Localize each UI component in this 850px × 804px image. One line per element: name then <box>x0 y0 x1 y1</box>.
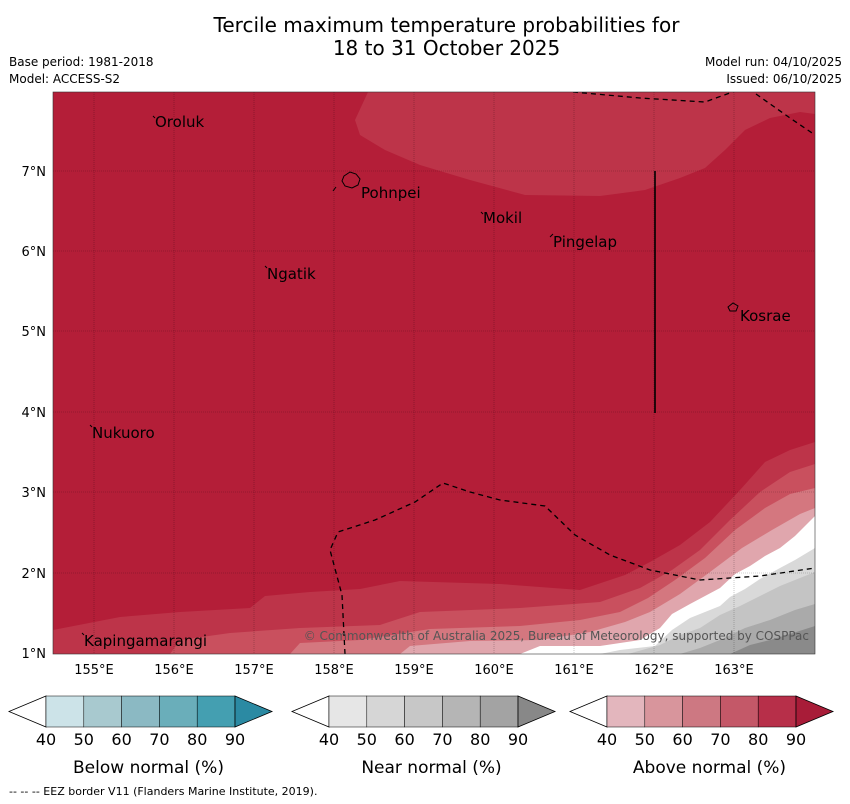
colorbar-above-bin <box>757 695 797 728</box>
colorbar-above-max-arrow <box>795 695 835 728</box>
meta-right: Model run: 04/10/2025 Issued: 06/10/2025 <box>705 54 842 88</box>
colorbar-near-bin <box>442 695 481 728</box>
model-run: Model run: 04/10/2025 <box>704 55 842 69</box>
island-ant <box>332 186 337 192</box>
title-line-1: Tercile maximum temperature probabilitie… <box>213 13 680 37</box>
colorbar-near-tick: 60 <box>394 730 414 749</box>
place-pingelap: Pingelap <box>553 233 617 251</box>
colorbar-above-tick: 40 <box>597 730 617 749</box>
colorbar-near-min-arrow <box>290 695 330 728</box>
colorbar-near-tick: 40 <box>319 730 339 749</box>
colorbar-near: 40 50 60 70 80 90 Near normal (%) <box>290 695 557 778</box>
y-tick: 2°N <box>22 567 47 582</box>
colorbar-above-tick: 70 <box>710 730 730 749</box>
colorbar-below-tick: 80 <box>187 730 207 749</box>
base-period: Base period: 1981-2018 <box>9 55 154 69</box>
y-tick: 1°N <box>22 647 47 662</box>
y-tick: 7°N <box>22 165 47 180</box>
colorbar-below-bin <box>83 695 122 728</box>
colorbar-below-bin <box>45 695 85 728</box>
eez-border <box>329 92 815 654</box>
colorbar-below-title: Below normal (%) <box>73 758 224 778</box>
y-axis-labels: 7°N 6°N 5°N 4°N 3°N 2°N 1°N <box>22 165 47 662</box>
colorbar-above-bin <box>682 695 721 728</box>
colorbar-near-bin <box>366 695 405 728</box>
copyright-text: © Commonwealth of Australia 2025, Bureau… <box>304 629 809 643</box>
colorbar-near-max-arrow <box>517 695 557 728</box>
grid-lines <box>53 92 815 654</box>
colorbar-near-tick: 50 <box>357 730 377 749</box>
colorbar-near-title: Near normal (%) <box>361 758 501 778</box>
colorbar-near-bin <box>328 695 368 728</box>
title-line-2: 18 to 31 October 2025 <box>332 36 561 60</box>
colorbar-above-bin <box>720 695 759 728</box>
colorbar-near-tick: 90 <box>508 730 528 749</box>
place-kapingamarangi: Kapingamarangi <box>84 632 207 650</box>
place-markers <box>81 115 554 636</box>
probability-field <box>53 92 815 654</box>
y-tick: 4°N <box>22 406 47 421</box>
colorbar-above-min-arrow <box>568 695 608 728</box>
place-oroluk: Oroluk <box>155 113 204 131</box>
place-labels: Oroluk Pohnpei Mokil Pingelap Ngatik Kos… <box>84 113 791 650</box>
colorbar-below-min-arrow <box>7 695 47 728</box>
colorbar-below-tick: 50 <box>74 730 94 749</box>
y-tick: 3°N <box>22 486 47 501</box>
y-tick: 5°N <box>22 325 47 340</box>
issued-date: Issued: 06/10/2025 <box>726 72 842 86</box>
x-tick: 155°E <box>74 663 114 678</box>
colorbar-near-bin <box>404 695 443 728</box>
x-tick: 157°E <box>234 663 274 678</box>
x-tick: 163°E <box>714 663 754 678</box>
x-tick: 162°E <box>634 663 674 678</box>
colorbar-above-tick: 50 <box>635 730 655 749</box>
colorbar-below-bin <box>121 695 160 728</box>
eez-footnote: -- -- -- EEZ border V11 (Flanders Marine… <box>9 785 318 798</box>
x-tick: 159°E <box>394 663 434 678</box>
map-frame <box>52 91 816 655</box>
colorbar-above-bin <box>606 695 646 728</box>
colorbar-near-tick: 70 <box>432 730 452 749</box>
colorbar-below-tick: 40 <box>36 730 56 749</box>
meta-left: Base period: 1981-2018 Model: ACCESS-S2 <box>9 54 154 88</box>
place-mokil: Mokil <box>483 209 522 227</box>
colorbar-above-tick: 90 <box>786 730 806 749</box>
colorbar-below-tick: 60 <box>111 730 131 749</box>
model-name: Model: ACCESS-S2 <box>9 72 121 86</box>
colorbar-below-bin <box>159 695 198 728</box>
y-tick: 6°N <box>22 245 47 260</box>
x-tick: 160°E <box>474 663 514 678</box>
colorbar-near-tick: 80 <box>470 730 490 749</box>
place-ngatik: Ngatik <box>267 265 316 283</box>
place-pohnpei: Pohnpei <box>361 184 421 202</box>
field-near-70-80 <box>730 626 815 654</box>
colorbar-above-tick: 80 <box>748 730 768 749</box>
colorbar-below-tick: 70 <box>149 730 169 749</box>
x-tick: 156°E <box>154 663 194 678</box>
x-tick: 161°E <box>554 663 594 678</box>
colorbar-below-max-arrow <box>234 695 274 728</box>
colorbar-above-bin <box>644 695 683 728</box>
map-title: Tercile maximum temperature probabilitie… <box>0 14 850 60</box>
colorbar-above-title: Above normal (%) <box>633 758 786 778</box>
place-nukuoro: Nukuoro <box>92 424 155 442</box>
colorbar-below-tick: 90 <box>225 730 245 749</box>
x-axis-labels: 155°E 156°E 157°E 158°E 159°E 160°E 161°… <box>74 663 754 678</box>
x-tick: 158°E <box>314 663 354 678</box>
field-above-70-80-north <box>355 92 815 196</box>
island-kosrae <box>727 302 739 312</box>
island-pohnpei <box>341 171 361 189</box>
colorbar-near-bin <box>479 695 519 728</box>
colorbar-below-bin <box>196 695 236 728</box>
colorbar-above-tick: 60 <box>672 730 692 749</box>
place-kosrae: Kosrae <box>740 307 791 325</box>
